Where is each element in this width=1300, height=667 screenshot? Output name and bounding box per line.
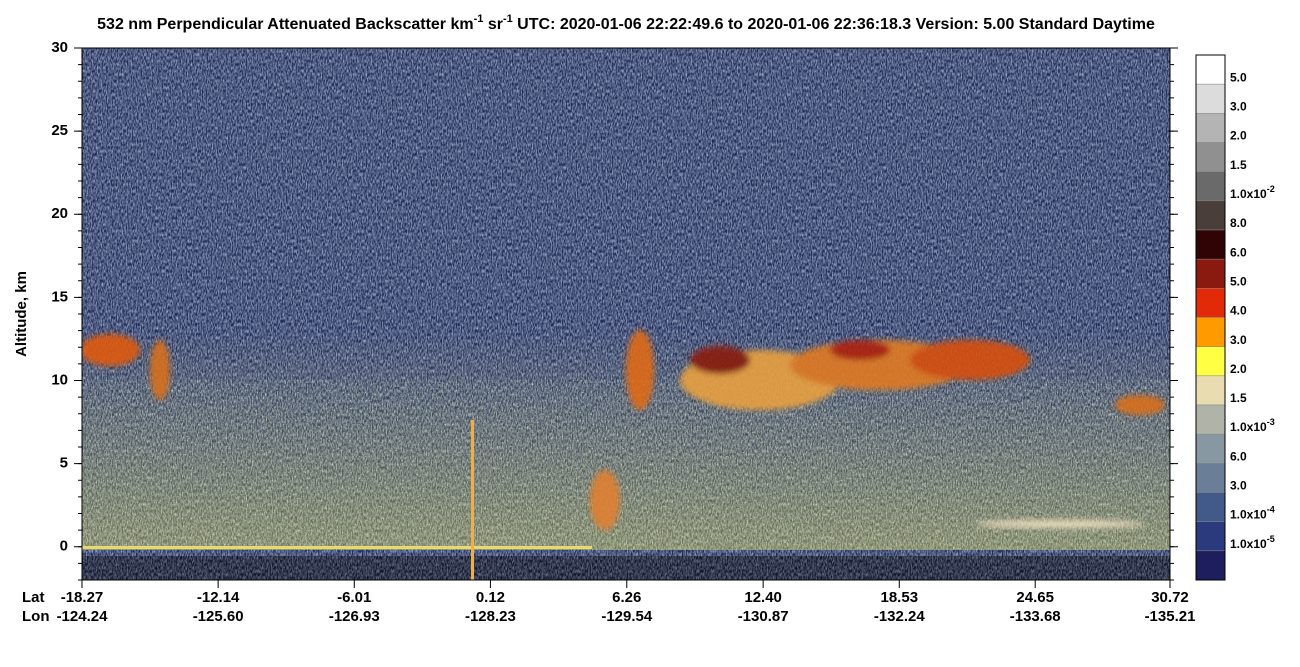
colorbar-label: 5.0 [1230, 275, 1247, 289]
colorbar-label: 5.0 [1230, 70, 1247, 84]
x2-tick-label: -124.24 [57, 608, 109, 625]
title-part: sr [483, 16, 503, 33]
y-tick-label: 15 [51, 288, 68, 305]
chart-title: 532 nm Perpendicular Attenuated Backscat… [97, 13, 1155, 33]
colorbar-label-base: 1.0x10 [1230, 420, 1267, 434]
x-tick-label: 30.72 [1151, 589, 1189, 606]
x2-axis-label: Lon [22, 608, 50, 625]
title-superscript: -1 [503, 13, 513, 25]
colorbar-swatch [1195, 404, 1226, 435]
colorbar-label: 3.0 [1230, 479, 1247, 493]
x-tick-label: 24.65 [1016, 589, 1054, 606]
colorbar-label: 2.0 [1230, 129, 1247, 143]
y-tick-label: 25 [51, 122, 68, 139]
x2-tick-label: -129.54 [601, 608, 653, 625]
colorbar-label: 1.0x10-5 [1230, 534, 1275, 551]
colorbar-swatch [1195, 171, 1226, 202]
backscatter-field [82, 48, 1170, 580]
colorbar-label-base: 1.0x10 [1230, 537, 1267, 551]
colorbar-label: 6.0 [1230, 245, 1247, 259]
colorbar-swatch [1195, 113, 1226, 143]
colorbar-label-exponent: -5 [1267, 534, 1275, 544]
y-tick-label: 5 [60, 455, 68, 472]
colorbar-swatch [1195, 288, 1226, 318]
x-tick-label: 0.12 [476, 589, 505, 606]
y-tick-label: 20 [51, 205, 68, 222]
colorbar-label: 1.0x10-4 [1230, 505, 1275, 522]
colorbar-swatch [1195, 375, 1226, 406]
colorbar-label: 4.0 [1230, 304, 1247, 318]
colorbar-swatch [1195, 83, 1226, 114]
colorbar-swatch [1195, 229, 1226, 260]
colorbar-label: 2.0 [1230, 362, 1247, 376]
x-tick-label: -12.14 [197, 589, 240, 606]
x2-tick-label: -126.93 [329, 608, 380, 625]
y-axis-label: Altitude, km [13, 271, 30, 357]
x2-tick-label: -133.68 [1010, 608, 1061, 625]
x-tick-label: 6.26 [612, 589, 641, 606]
colorbar-swatch [1195, 200, 1226, 231]
colorbar-label-exponent: -4 [1267, 505, 1275, 515]
x2-tick-label: -130.87 [738, 608, 789, 625]
colorbar-swatch [1195, 521, 1226, 552]
colorbar-swatch [1195, 463, 1226, 493]
x-tick-label: -6.01 [337, 589, 371, 606]
colorbar-swatch [1195, 492, 1226, 522]
colorbar-label: 6.0 [1230, 450, 1247, 464]
colorbar-label-exponent: -2 [1267, 184, 1275, 194]
colorbar-swatch [1195, 54, 1226, 85]
colorbar-swatch [1195, 550, 1226, 581]
colorbar-frame [1195, 54, 1226, 581]
colorbar-swatch [1195, 258, 1226, 289]
colorbar-label: 1.5 [1230, 391, 1247, 405]
colorbar-label: 3.0 [1230, 100, 1247, 114]
colorbar-swatch [1195, 317, 1226, 347]
x-axis-label: Lat [22, 589, 45, 606]
colorbar-label: 1.0x10-3 [1230, 418, 1275, 435]
colorbar-label-base: 1.0x10 [1230, 508, 1267, 522]
x2-tick-label: -132.24 [874, 608, 926, 625]
x2-tick-label: -135.21 [1145, 608, 1196, 625]
y-tick-label: 30 [51, 39, 68, 56]
title-part: UTC: 2020-01-06 22:22:49.6 to 2020-01-06… [513, 16, 1155, 33]
colorbar-label: 3.0 [1230, 333, 1247, 347]
x-tick-label: 18.53 [881, 589, 919, 606]
colorbar-label: 1.5 [1230, 158, 1247, 172]
colorbar-label: 1.0x10-2 [1230, 184, 1275, 201]
x2-tick-label: -125.60 [193, 608, 244, 625]
y-tick-label: 0 [60, 538, 68, 555]
colorbar-swatch [1195, 346, 1226, 377]
x-tick-label: -18.27 [61, 589, 104, 606]
title-part: 532 nm Perpendicular Attenuated Backscat… [97, 16, 473, 33]
colorbar-label-exponent: -3 [1267, 418, 1275, 428]
x2-tick-label: -128.23 [465, 608, 516, 625]
colorbar-label: 8.0 [1230, 216, 1247, 230]
colorbar-swatch [1195, 142, 1226, 172]
y-tick-label: 10 [51, 371, 68, 388]
colorbar-swatch [1195, 433, 1226, 464]
title-superscript: -1 [474, 13, 484, 25]
colorbar-label-base: 1.0x10 [1230, 187, 1267, 201]
x-tick-label: 12.40 [744, 589, 782, 606]
